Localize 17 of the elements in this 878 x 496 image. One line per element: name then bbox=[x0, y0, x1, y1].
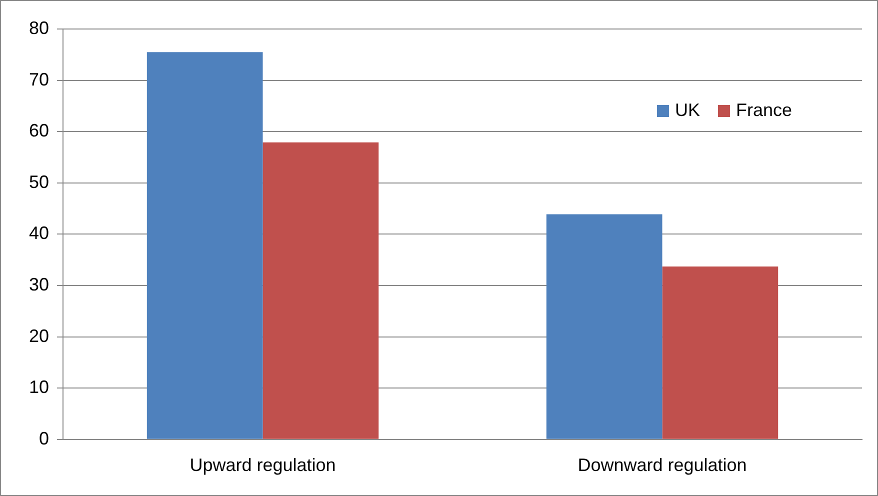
y-tick-label: 40 bbox=[28, 223, 50, 244]
y-tick-label: 10 bbox=[28, 377, 50, 398]
bar bbox=[146, 52, 263, 439]
y-tick-label: 0 bbox=[39, 428, 50, 448]
x-tick-label: Downward regulation bbox=[578, 455, 747, 476]
bar bbox=[546, 214, 662, 439]
y-tick-label: 20 bbox=[28, 326, 50, 346]
y-tick-label: 50 bbox=[28, 172, 50, 192]
y-tick-label: 30 bbox=[28, 274, 50, 294]
legend-label: UK bbox=[674, 100, 700, 120]
y-tick-label: 60 bbox=[28, 120, 50, 141]
bar bbox=[262, 142, 379, 439]
legend-label: France bbox=[736, 100, 792, 120]
y-tick-label: 80 bbox=[28, 18, 50, 38]
x-tick-label: Upward regulation bbox=[190, 455, 336, 476]
bar bbox=[662, 266, 778, 439]
y-tick-label: 70 bbox=[28, 69, 50, 90]
